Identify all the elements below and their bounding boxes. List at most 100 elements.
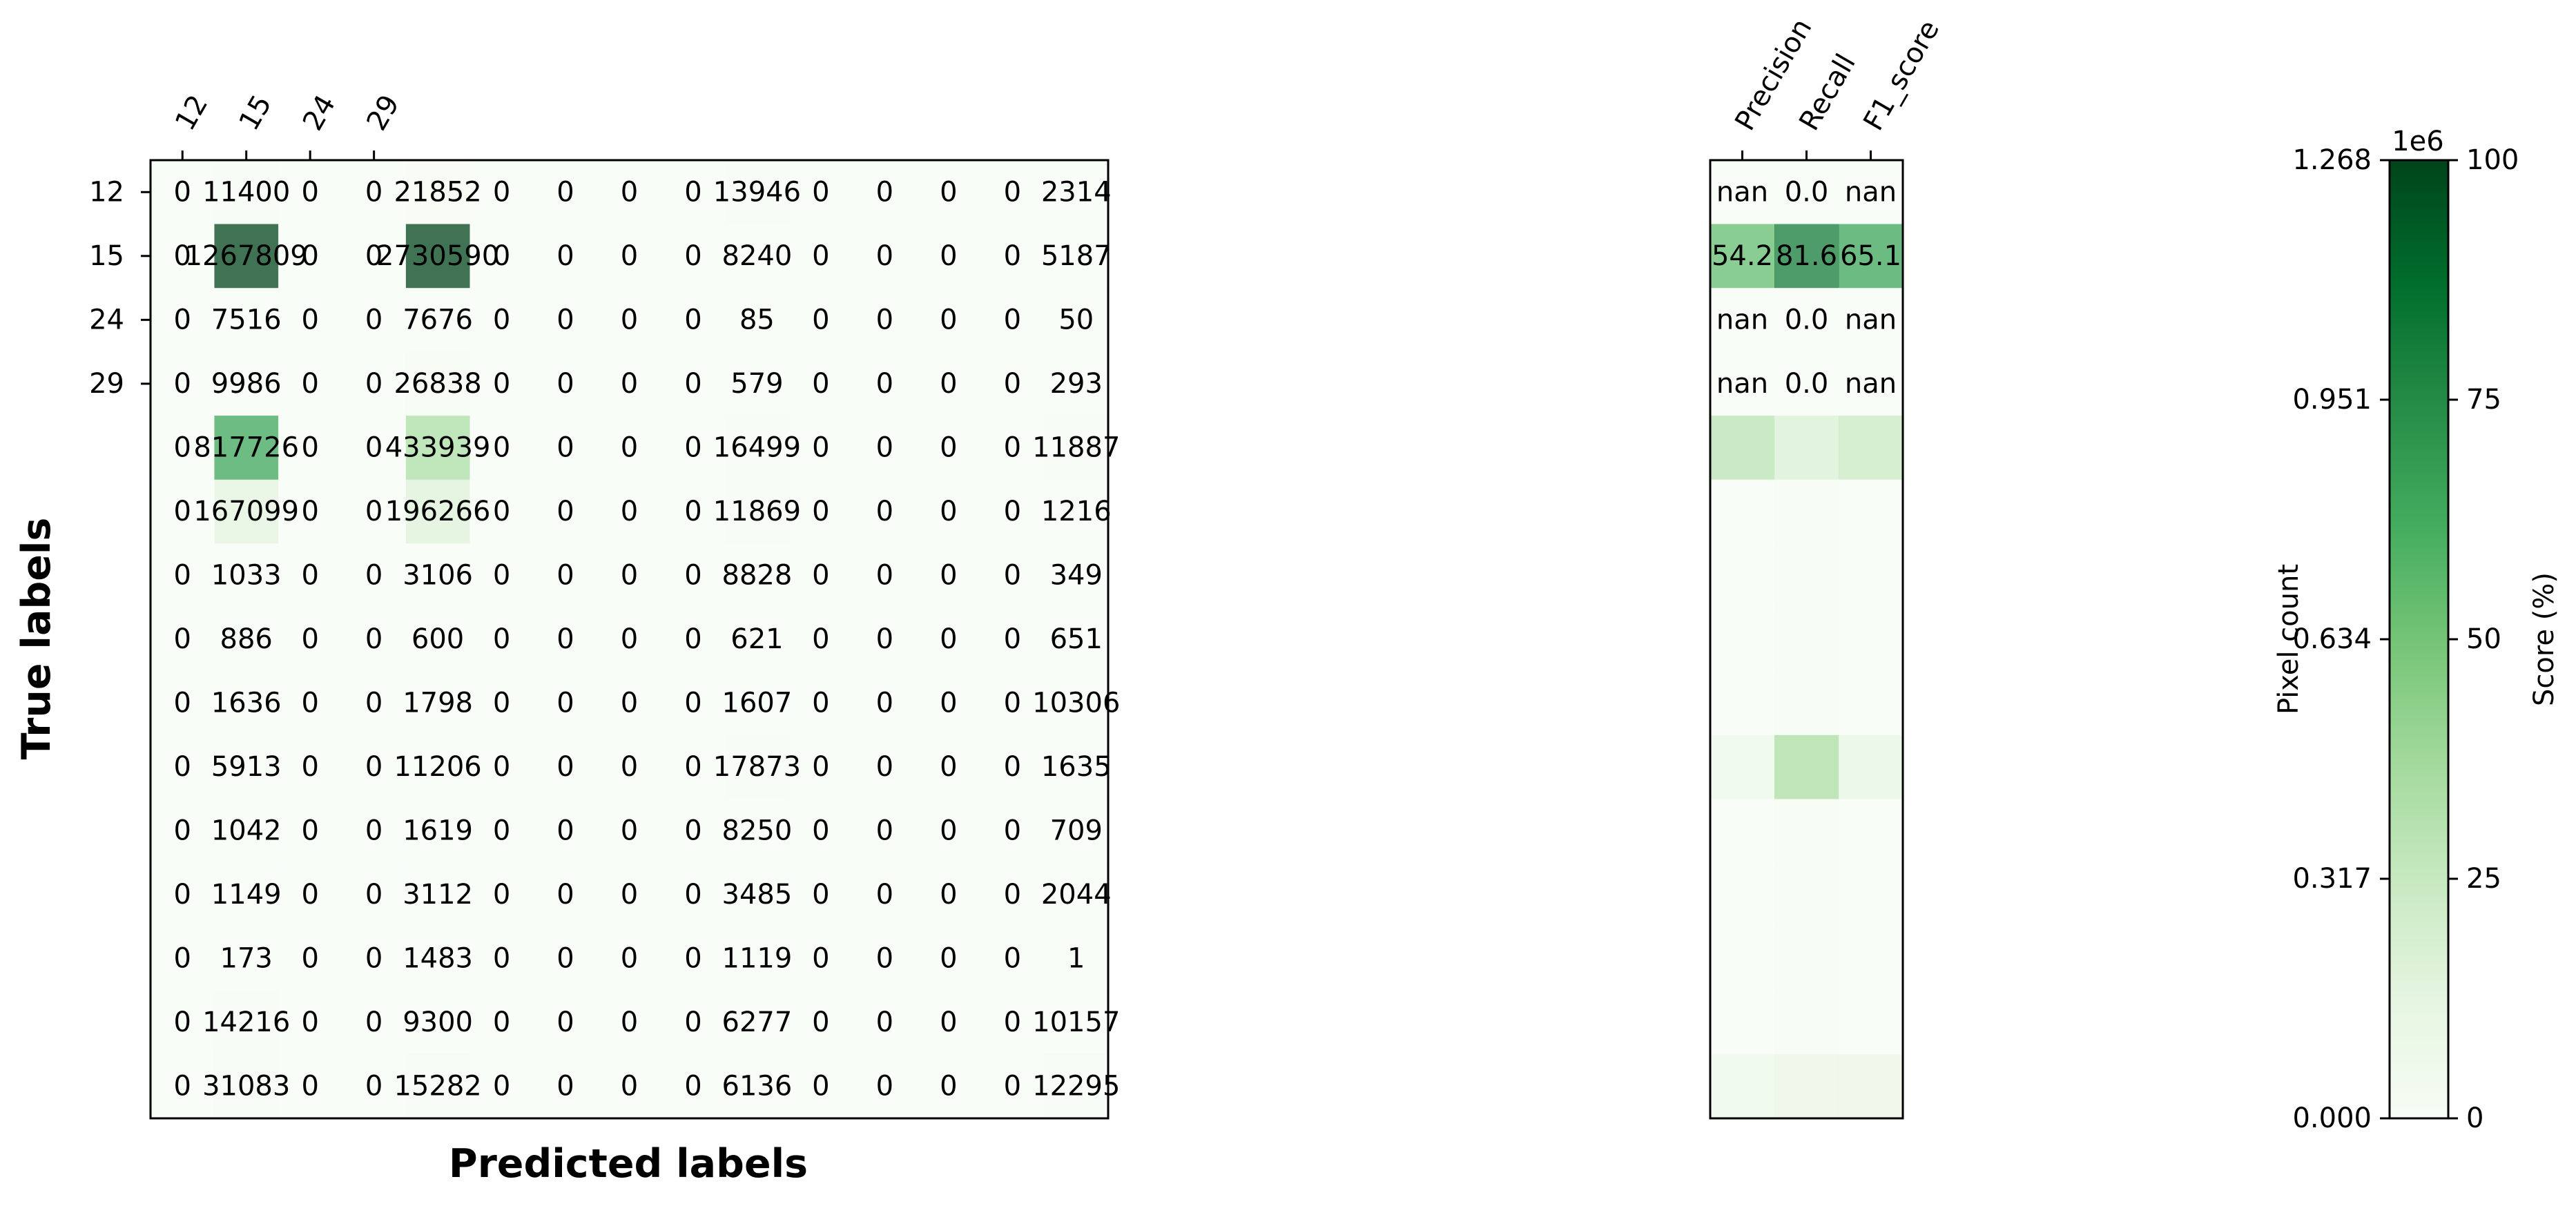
cm-cell [725, 416, 790, 480]
cm-cell [1044, 799, 1109, 864]
cm-cell-label: 0 [493, 496, 510, 527]
cm-cell-label: 0 [812, 815, 829, 847]
cm-cell [980, 160, 1045, 225]
cm-cell-label: 0 [174, 751, 191, 783]
cm-cell [1044, 224, 1109, 289]
cm-cell [405, 224, 470, 289]
cm-cell-label: 0 [1004, 879, 1021, 911]
cm-cell-label: 886 [220, 623, 273, 655]
metric-cell [1839, 160, 1904, 225]
colorbar-right-tick-label: 0 [2466, 1102, 2483, 1134]
cm-cell [853, 288, 918, 353]
cm-cell-label: 0 [174, 879, 191, 911]
cm-cell [725, 735, 790, 799]
cm-cell [725, 862, 790, 927]
cm-cell [661, 926, 726, 991]
cm-cell [214, 160, 279, 225]
metric-cell-label: 0.0 [1785, 304, 1829, 335]
cm-cell [853, 160, 918, 225]
cm-cell-label: 0 [876, 751, 893, 783]
cm-cell-label: 0 [174, 496, 191, 527]
cm-cell-label: 0 [365, 368, 382, 400]
cm-cell [533, 926, 598, 991]
cm-cell [469, 160, 534, 225]
cm-cell-label: 0 [940, 304, 957, 335]
cm-cell-label: 8250 [722, 815, 793, 847]
cm-cell [661, 990, 726, 1056]
cm-cell [469, 479, 534, 544]
metric-cell [1839, 1054, 1904, 1119]
cm-cell [980, 288, 1045, 353]
cm-cell [916, 351, 981, 416]
cm-cell-label: 0 [301, 176, 318, 208]
cm-cell [278, 607, 342, 672]
cm-cell [1044, 926, 1109, 991]
cm-cell-label: 0 [493, 559, 510, 591]
cm-cell [980, 671, 1045, 736]
cm-cell-label: 0 [876, 368, 893, 400]
metric-cell [1710, 160, 1775, 225]
cm-cell-label: 1267809 [185, 240, 308, 272]
metric-cell [1839, 607, 1904, 672]
cm-cell-label: 173 [220, 943, 273, 975]
cm-cell [342, 416, 407, 480]
cm-cell-label: 13946 [713, 176, 801, 208]
cm-cell-label: 0 [556, 943, 574, 975]
metric-cell [1774, 926, 1839, 991]
metric-cell-label: nan [1845, 368, 1897, 400]
cm-cell-label: 1033 [211, 559, 282, 591]
metric-cell [1839, 862, 1904, 927]
metric-cell [1710, 862, 1775, 927]
cm-cell-label: 0 [684, 751, 701, 783]
colorbar-right-tick-label: 25 [2466, 863, 2501, 895]
cm-cell-label: 31083 [202, 1071, 290, 1102]
cm-cell-label: 0 [1004, 751, 1021, 783]
cm-cell-label: 0 [493, 304, 510, 335]
cm-cell [853, 671, 918, 736]
cm-cell-label: 8828 [722, 559, 793, 591]
cm-cell-label: 0 [876, 304, 893, 335]
cm-cell-label: 1119 [722, 943, 793, 975]
cm-cell [214, 799, 279, 864]
cm-cell [469, 351, 534, 416]
cm-cell [469, 288, 534, 353]
cm-cell [151, 479, 215, 544]
cm-cell-label: 0 [556, 240, 574, 272]
cm-cell-label: 0 [174, 1006, 191, 1038]
cm-cell [342, 926, 407, 991]
cm-cell-label: 0 [301, 688, 318, 719]
cm-cell [278, 160, 342, 225]
cm-cell [725, 607, 790, 672]
cm-cell [597, 862, 662, 927]
cm-cell [916, 607, 981, 672]
metric-cell [1774, 224, 1839, 289]
colorbar [2388, 159, 2450, 1120]
cm-cell-label: 0 [365, 304, 382, 335]
cm-cell-label: 0 [684, 240, 701, 272]
colorbar-left-tick-label: 0.951 [2292, 384, 2372, 416]
cm-cell-label: 2044 [1041, 879, 1112, 911]
cm-cell [1044, 862, 1109, 927]
cm-cell [597, 926, 662, 991]
cm-cell-label: 0 [876, 879, 893, 911]
cm-cell-label: 0 [556, 815, 574, 847]
cm-cell-label: 0 [812, 176, 829, 208]
cm-cell [661, 607, 726, 672]
cm-cell-label: 1607 [722, 688, 793, 719]
cm-cell [597, 479, 662, 544]
cm-cell-label: 0 [556, 879, 574, 911]
cm-cell-label: 0 [1004, 559, 1021, 591]
cm-cell-label: 433939 [385, 431, 491, 463]
cm-cell [151, 607, 215, 672]
cm-cell [469, 926, 534, 991]
cm-cell-label: 0 [621, 623, 638, 655]
metric-cell [1774, 416, 1839, 480]
cm-cell-label: 0 [174, 176, 191, 208]
metric-cell [1839, 990, 1904, 1056]
cm-cell [533, 543, 598, 608]
colorbar-left-tick-label: 0.634 [2292, 623, 2372, 655]
cm-cell [597, 799, 662, 864]
cm-cell-label: 0 [1004, 623, 1021, 655]
cm-cell [342, 735, 407, 799]
